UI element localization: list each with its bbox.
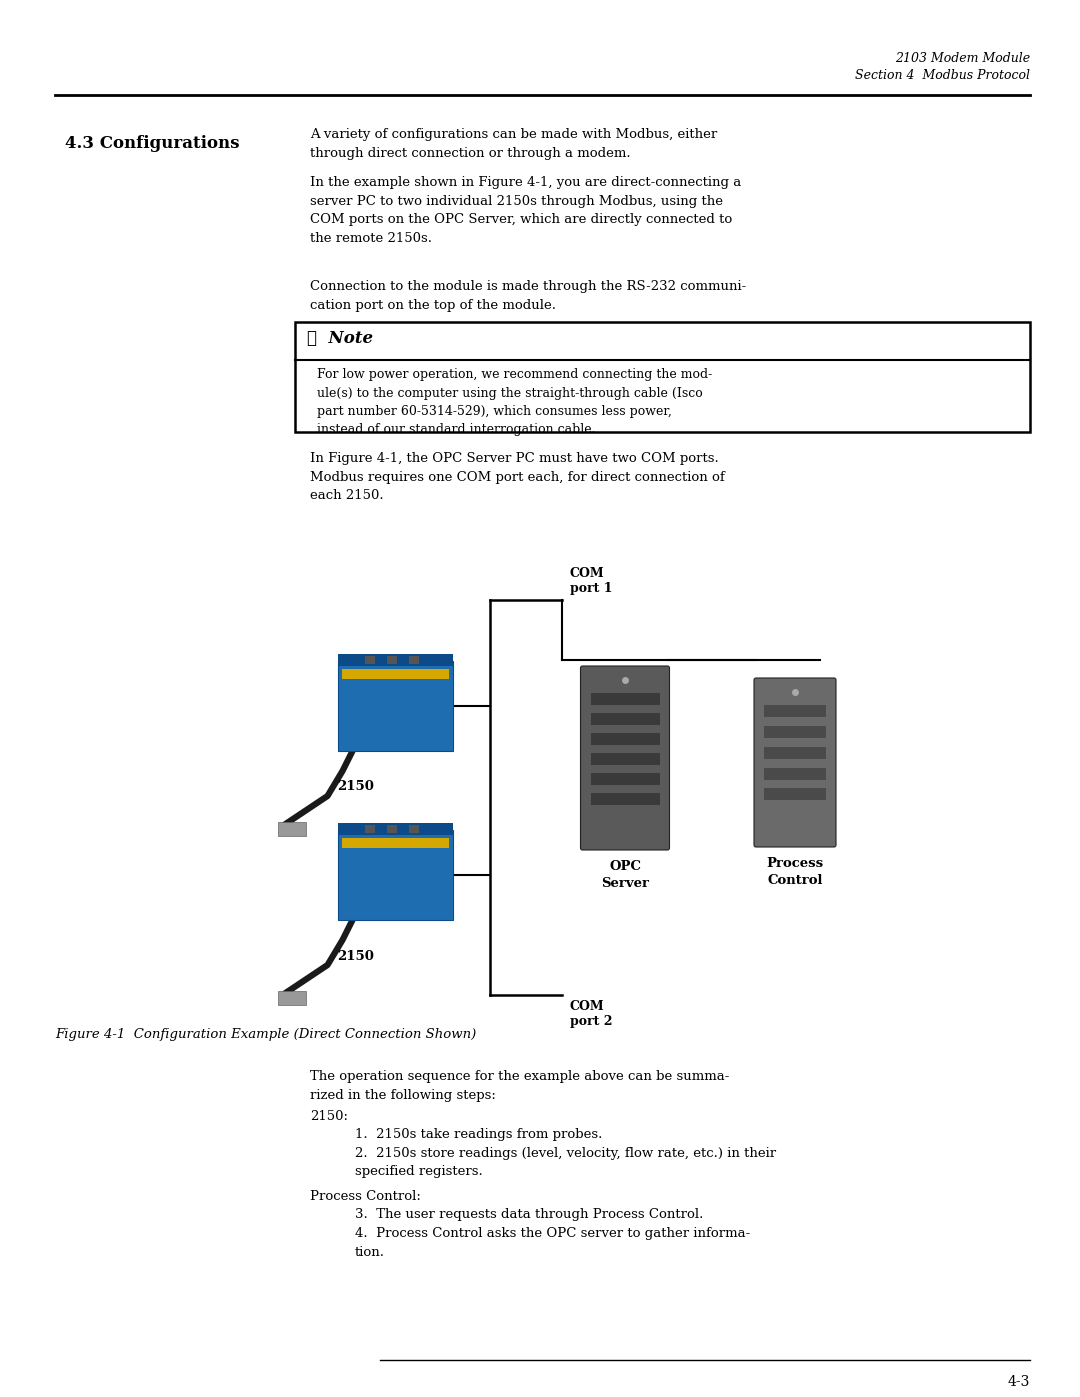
- Bar: [365, 826, 375, 833]
- Bar: [387, 826, 397, 833]
- Bar: [337, 830, 453, 921]
- Text: A variety of configurations can be made with Modbus, either
through direct conne: A variety of configurations can be made …: [310, 129, 717, 159]
- Bar: [764, 726, 826, 738]
- Text: 4.  Process Control asks the OPC server to gather informa-
tion.: 4. Process Control asks the OPC server t…: [355, 1227, 751, 1259]
- Bar: [409, 826, 419, 833]
- Text: Figure 4-1  Configuration Example (Direct Connection Shown): Figure 4-1 Configuration Example (Direct…: [55, 1028, 476, 1041]
- Text: 4-3: 4-3: [1008, 1375, 1030, 1389]
- Bar: [764, 788, 826, 800]
- Bar: [591, 733, 660, 745]
- Bar: [365, 657, 375, 664]
- Text: 4.3 Configurations: 4.3 Configurations: [65, 136, 240, 152]
- Text: Connection to the module is made through the RS-232 communi-
cation port on the : Connection to the module is made through…: [310, 279, 746, 312]
- Text: 2103 Modem Module: 2103 Modem Module: [895, 52, 1030, 66]
- Bar: [341, 669, 448, 679]
- Bar: [591, 712, 660, 725]
- Text: 1.  2150s take readings from probes.: 1. 2150s take readings from probes.: [355, 1127, 603, 1141]
- FancyBboxPatch shape: [754, 678, 836, 847]
- Bar: [341, 838, 448, 848]
- Bar: [295, 321, 1030, 432]
- Text: 2150:: 2150:: [310, 1111, 348, 1123]
- Text: Process
Control: Process Control: [767, 856, 824, 887]
- Bar: [764, 746, 826, 759]
- Text: The operation sequence for the example above can be summa-
rized in the followin: The operation sequence for the example a…: [310, 1070, 729, 1101]
- Text: ☑  Note: ☑ Note: [307, 330, 373, 346]
- Text: 3.  The user requests data through Process Control.: 3. The user requests data through Proces…: [355, 1208, 703, 1221]
- Text: OPC
Server: OPC Server: [600, 861, 649, 890]
- Text: COM
port 1: COM port 1: [570, 567, 612, 595]
- Text: In the example shown in Figure 4-1, you are direct-connecting a
server PC to two: In the example shown in Figure 4-1, you …: [310, 176, 741, 244]
- Bar: [591, 793, 660, 805]
- Bar: [278, 990, 306, 1004]
- Bar: [337, 661, 453, 752]
- Bar: [764, 767, 826, 780]
- Text: Section 4  Modbus Protocol: Section 4 Modbus Protocol: [855, 68, 1030, 82]
- Text: 2150: 2150: [337, 780, 375, 793]
- Text: 2150: 2150: [337, 950, 375, 963]
- Bar: [591, 693, 660, 705]
- Text: 2.  2150s store readings (level, velocity, flow rate, etc.) in their
specified r: 2. 2150s store readings (level, velocity…: [355, 1147, 777, 1179]
- Bar: [409, 657, 419, 664]
- Bar: [764, 705, 826, 717]
- Text: In Figure 4-1, the OPC Server PC must have two COM ports.
Modbus requires one CO: In Figure 4-1, the OPC Server PC must ha…: [310, 453, 725, 502]
- Bar: [387, 657, 397, 664]
- Bar: [591, 753, 660, 766]
- FancyBboxPatch shape: [581, 666, 670, 849]
- Bar: [591, 773, 660, 785]
- Text: COM
port 2: COM port 2: [570, 1000, 612, 1028]
- Text: Process Control:: Process Control:: [310, 1190, 421, 1203]
- Bar: [337, 654, 453, 666]
- Bar: [337, 823, 453, 835]
- Bar: [278, 821, 306, 835]
- Text: For low power operation, we recommend connecting the mod-
ule(s) to the computer: For low power operation, we recommend co…: [318, 367, 712, 436]
